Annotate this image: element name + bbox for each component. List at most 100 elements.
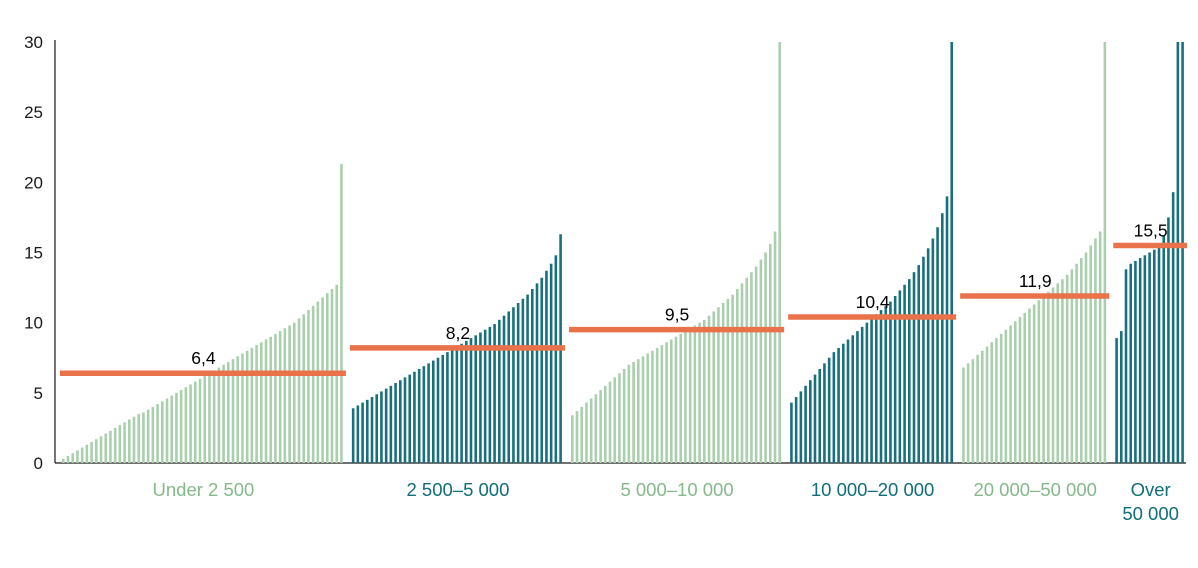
bar [707,315,711,463]
y-tick-label: 25 [24,103,43,122]
bar [1004,329,1008,463]
bar [1167,217,1170,463]
bar [549,263,553,463]
bar [1153,249,1156,463]
bar [726,298,730,463]
bar [109,430,112,463]
bar [389,385,393,463]
bar [1103,42,1107,463]
bar [651,350,654,463]
bar [512,307,515,463]
bar [184,387,188,463]
bar [283,328,287,463]
bar [674,336,678,463]
bar [427,363,430,463]
bar [479,332,482,463]
bar [540,277,544,463]
category-label: 2 500–5 000 [406,479,509,500]
bar [80,447,84,463]
bar [380,391,383,463]
bar [962,367,965,463]
y-tick-label: 30 [24,33,43,52]
bar [813,374,817,463]
bar [665,342,668,463]
bar [655,347,659,463]
bar [170,395,174,463]
bar [321,297,324,463]
bar [736,288,739,463]
bar [161,401,164,463]
category-label: 10 000–20 000 [811,479,934,500]
bar [818,368,822,463]
bar [898,290,902,463]
bar [1070,269,1074,463]
y-tick-label: 0 [34,454,43,473]
bar [146,409,150,463]
bar [208,373,211,463]
bar [622,368,626,463]
bar [255,345,258,463]
bar [999,333,1003,463]
bar [516,303,520,463]
bar [394,383,397,463]
bar [1080,258,1083,463]
bar [179,390,183,463]
bar [446,352,449,463]
bar [1065,274,1069,463]
bar [175,392,178,463]
bar [837,347,840,463]
bar [599,390,602,463]
bar [1061,279,1064,463]
y-tick-label: 20 [24,173,43,192]
bar [860,326,864,463]
bar [759,259,763,463]
bar [432,360,435,463]
bar [976,354,979,463]
bar [151,406,155,463]
bar [688,328,692,463]
bar [231,359,235,463]
bar [879,310,883,463]
bar [1157,245,1161,463]
bar [99,436,103,463]
bar [498,319,501,463]
bar [366,399,369,463]
bar [189,384,192,463]
bar [356,405,360,463]
bar [799,391,803,463]
mean-value-label: 11,9 [1019,271,1052,291]
bar [823,363,826,463]
bar [455,346,459,463]
bar [123,422,126,463]
bar [1028,308,1031,463]
bar [950,42,954,463]
bar [203,375,207,463]
bar [1084,252,1088,463]
bar [340,164,343,463]
bar [104,433,108,463]
bar [469,338,473,463]
bar [361,402,364,463]
bar [865,322,869,463]
bar [594,394,598,463]
bar [646,353,650,463]
bar [1014,321,1017,463]
bar [637,359,640,463]
bar [693,325,697,463]
bar [1047,291,1050,463]
bar [884,305,888,463]
bar [745,277,749,463]
bar [917,265,921,463]
y-tick-label: 15 [24,244,43,263]
bar [1094,238,1097,463]
bar [399,380,402,463]
mean-value-label: 10,4 [856,292,890,312]
bar [632,361,635,463]
bar [778,42,782,463]
bar [990,342,994,463]
bar [142,412,145,463]
bar [1120,331,1123,463]
bar [660,345,664,463]
bar [936,227,939,463]
